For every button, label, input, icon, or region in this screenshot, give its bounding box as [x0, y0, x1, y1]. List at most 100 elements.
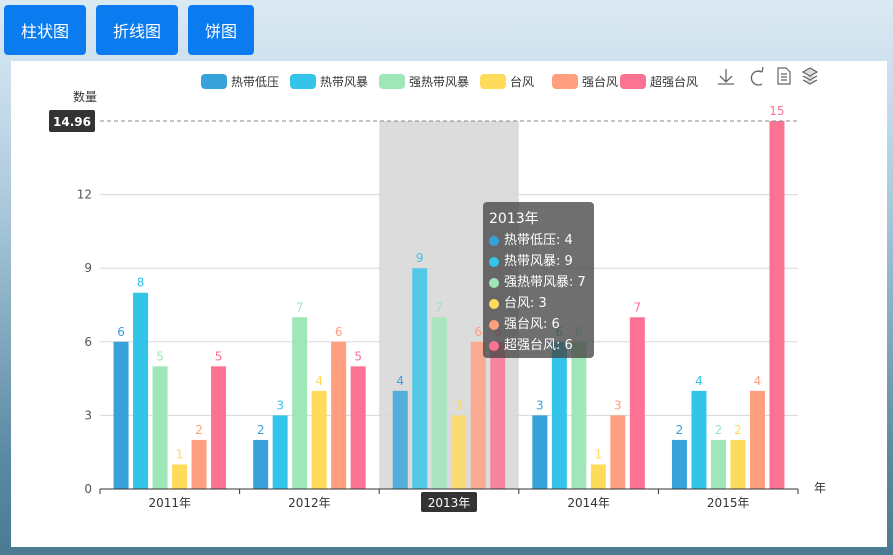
legend-dot	[489, 340, 499, 351]
bar	[272, 415, 288, 489]
data-label: 3	[536, 398, 544, 412]
data-label: 15	[769, 104, 784, 118]
refresh-icon	[750, 66, 764, 86]
y-tick-label: 0	[84, 482, 92, 496]
chart-panel: 036912数量62432839645776214312266345567152…	[11, 61, 887, 547]
legend-dot	[489, 319, 499, 330]
bar	[211, 366, 227, 489]
legend-label: 热带风暴	[320, 75, 368, 89]
chart-tooltip: 2013年 热带低压: 4 热带风暴: 9 强热带风暴: 7 台风: 3 强台风…	[483, 202, 594, 358]
data-label: 3	[614, 398, 622, 412]
bar	[749, 390, 765, 489]
data-label: 6	[117, 325, 125, 339]
legend-swatch	[620, 74, 646, 89]
data-label: 7	[634, 300, 642, 314]
legend-swatch	[201, 74, 227, 89]
layers-icon	[801, 67, 819, 85]
bar	[691, 390, 707, 489]
data-view-icon	[777, 67, 791, 85]
bar	[331, 341, 347, 489]
bar	[451, 415, 467, 489]
bar	[490, 341, 506, 489]
data-label: 4	[695, 374, 703, 388]
bar	[671, 439, 687, 489]
legend-label: 超强台风	[650, 74, 698, 89]
data-label: 4	[315, 374, 323, 388]
legend-dot	[489, 298, 499, 309]
bar	[191, 439, 207, 489]
legend-dot	[489, 235, 499, 246]
bar	[152, 366, 168, 489]
bar	[769, 121, 785, 489]
data-label: 4	[754, 374, 762, 388]
bar	[392, 390, 408, 489]
bar	[113, 341, 129, 489]
legend-label: 台风	[510, 74, 534, 89]
data-label: 7	[296, 300, 304, 314]
data-label: 1	[176, 447, 184, 461]
bar	[412, 268, 428, 489]
x-tick-label: 2012年	[288, 496, 331, 510]
data-label: 3	[276, 398, 284, 412]
y-tick-label: 12	[77, 188, 92, 202]
data-label: 3	[455, 398, 463, 412]
data-label: 7	[435, 300, 443, 314]
x-tick-label: 2015年	[707, 496, 750, 510]
tooltip-row: 热带风暴: 9	[489, 251, 588, 272]
bar	[590, 464, 606, 489]
bar	[133, 292, 149, 489]
data-label: 8	[137, 276, 145, 290]
bar	[311, 390, 327, 489]
data-label: 6	[335, 325, 343, 339]
bar	[610, 415, 626, 489]
tooltip-row: 超强台风: 6	[489, 335, 588, 356]
x-axis-label: 年	[814, 481, 826, 495]
x-tick-label: 2013年	[428, 496, 471, 510]
axis-pointer-value: 14.96	[53, 115, 91, 129]
download-icon	[718, 69, 734, 85]
x-tick-label: 2014年	[567, 496, 610, 510]
bar-chart: 036912数量62432839645776214312266345567152…	[49, 66, 826, 512]
data-label: 2	[715, 423, 723, 437]
tooltip-row: 强台风: 6	[489, 314, 588, 335]
data-label: 5	[354, 349, 362, 363]
data-label: 2	[676, 423, 684, 437]
bar	[350, 366, 366, 489]
legend-dot	[489, 256, 499, 267]
y-axis-label: 数量	[73, 89, 97, 104]
bar	[571, 341, 587, 489]
legend-label: 强热带风暴	[409, 75, 469, 89]
legend-label: 热带低压	[231, 75, 279, 89]
legend-dot	[489, 277, 499, 288]
bar	[172, 464, 188, 489]
legend-swatch	[480, 74, 506, 89]
bar	[431, 317, 447, 489]
y-tick-label: 9	[84, 261, 92, 275]
data-label: 4	[396, 374, 404, 388]
y-tick-label: 3	[84, 408, 92, 422]
axis-pointer-value-bg	[49, 110, 95, 132]
x-axis-pointer-label-bg	[421, 492, 477, 512]
pie-chart-button[interactable]: 饼图	[188, 5, 254, 55]
line-chart-button[interactable]: 折线图	[96, 5, 178, 55]
data-label: 9	[416, 251, 424, 265]
legend-label: 强台风	[582, 74, 618, 89]
legend-swatch	[379, 74, 405, 89]
bar	[253, 439, 269, 489]
bar	[532, 415, 548, 489]
bar	[470, 341, 486, 489]
bar	[551, 341, 567, 489]
legend-swatch	[290, 74, 316, 89]
bar	[710, 439, 726, 489]
tooltip-title: 2013年	[489, 211, 539, 227]
y-tick-label: 6	[84, 335, 92, 349]
bar	[629, 317, 645, 489]
legend-swatch	[552, 74, 578, 89]
tooltip-row: 强热带风暴: 7	[489, 272, 588, 293]
data-label: 2	[734, 423, 742, 437]
bar	[292, 317, 308, 489]
tooltip-row: 热带低压: 4	[489, 230, 588, 251]
x-tick-label: 2011年	[149, 496, 192, 510]
bar-chart-button[interactable]: 柱状图	[4, 5, 86, 55]
data-label: 2	[257, 423, 265, 437]
